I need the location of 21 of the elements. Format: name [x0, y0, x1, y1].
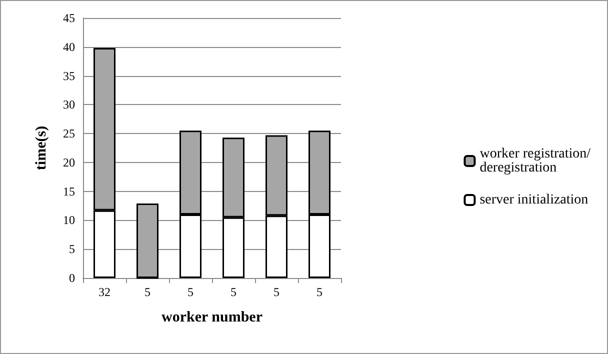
y-tick-label: 20 — [63, 155, 75, 170]
y-axis-title: time(s) — [34, 126, 50, 170]
y-tick-label: 0 — [69, 271, 75, 285]
y-tick-label: 5 — [69, 242, 75, 256]
x-tick-label: 5 — [230, 285, 236, 299]
x-tick-label: 5 — [188, 285, 194, 299]
x-tick-label: 5 — [274, 285, 280, 299]
y-tick-label: 10 — [63, 213, 75, 228]
y-tick-label: 25 — [63, 126, 75, 141]
y-tick-label: 30 — [63, 98, 75, 112]
y-tick-label: 15 — [63, 184, 75, 198]
x-axis-title: worker number — [162, 310, 263, 326]
legend-label: worker registration/ deregistration — [480, 146, 594, 176]
y-tick-label: 45 — [63, 11, 75, 25]
y-tick-label: 40 — [63, 40, 75, 54]
legend-label: server initialization — [480, 192, 588, 208]
y-tick-label: 35 — [63, 68, 75, 83]
bar — [136, 203, 158, 278]
x-tick-label: 5 — [144, 285, 150, 299]
x-tick-label: 5 — [316, 285, 322, 299]
x-tick-label: 32 — [98, 285, 110, 299]
